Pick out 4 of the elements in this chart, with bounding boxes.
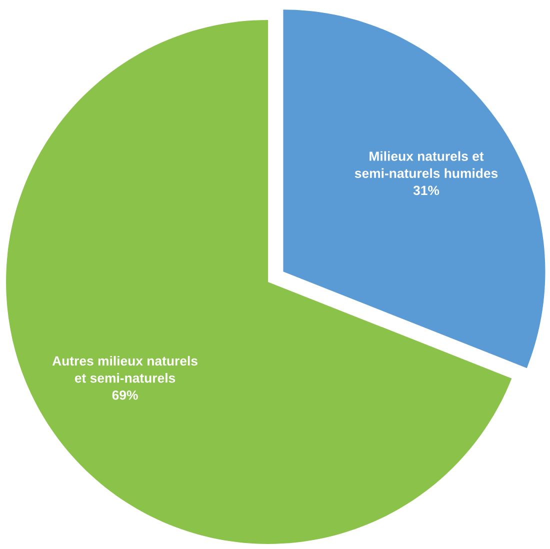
slice-label: Milieux naturels et semi-naturels humides bbox=[354, 151, 498, 178]
data-label: 31% bbox=[413, 186, 440, 196]
slice-label: Autres milieux naturels et semi-naturels bbox=[52, 356, 198, 383]
data-label: 69% bbox=[112, 390, 138, 400]
